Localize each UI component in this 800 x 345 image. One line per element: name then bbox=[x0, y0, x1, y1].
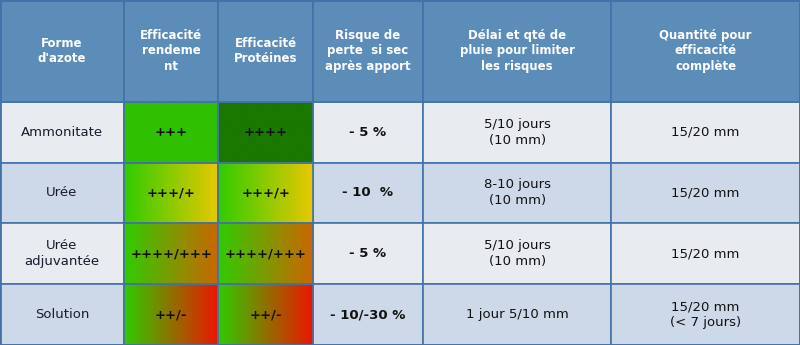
Bar bbox=[423, 162, 611, 224]
Bar bbox=[423, 102, 611, 162]
Text: Urée
adjuvantée: Urée adjuvantée bbox=[25, 239, 99, 268]
Bar bbox=[313, 102, 423, 162]
Text: 8-10 jours
(10 mm): 8-10 jours (10 mm) bbox=[484, 178, 550, 207]
Bar bbox=[611, 224, 800, 284]
Bar bbox=[124, 102, 218, 162]
Bar bbox=[0, 0, 124, 102]
Bar bbox=[218, 224, 313, 284]
Text: - 5 %: - 5 % bbox=[350, 126, 386, 139]
Text: 5/10 jours
(10 mm): 5/10 jours (10 mm) bbox=[484, 239, 550, 268]
Bar bbox=[218, 284, 313, 345]
Text: 1 jour 5/10 mm: 1 jour 5/10 mm bbox=[466, 308, 569, 321]
Text: ++/-: ++/- bbox=[155, 308, 187, 321]
Text: 15/20 mm: 15/20 mm bbox=[671, 187, 740, 199]
Bar bbox=[124, 224, 218, 284]
Bar bbox=[423, 224, 611, 284]
Bar bbox=[218, 102, 313, 162]
Text: 15/20 mm
(< 7 jours): 15/20 mm (< 7 jours) bbox=[670, 300, 741, 329]
Text: +++: +++ bbox=[154, 126, 188, 139]
Bar bbox=[124, 162, 218, 224]
Text: Risque de
perte  si sec
après apport: Risque de perte si sec après apport bbox=[325, 29, 411, 73]
Bar bbox=[0, 102, 124, 162]
Bar bbox=[0, 162, 124, 224]
Text: ++++/+++: ++++/+++ bbox=[130, 247, 212, 260]
Bar bbox=[313, 162, 423, 224]
Bar bbox=[611, 0, 800, 102]
Bar bbox=[218, 162, 313, 224]
Bar bbox=[313, 284, 423, 345]
Text: ++/-: ++/- bbox=[250, 308, 282, 321]
Bar bbox=[124, 284, 218, 345]
Bar bbox=[218, 284, 313, 345]
Bar bbox=[611, 284, 800, 345]
Text: ++++/+++: ++++/+++ bbox=[225, 247, 306, 260]
Bar bbox=[218, 224, 313, 284]
Text: - 10/-30 %: - 10/-30 % bbox=[330, 308, 406, 321]
Bar bbox=[218, 0, 313, 102]
Text: 15/20 mm: 15/20 mm bbox=[671, 247, 740, 260]
Bar bbox=[313, 0, 423, 102]
Bar bbox=[0, 284, 124, 345]
Bar bbox=[0, 224, 124, 284]
Text: Solution: Solution bbox=[35, 308, 89, 321]
Text: Efficacité
Protéines: Efficacité Protéines bbox=[234, 37, 298, 65]
Text: +++/+: +++/+ bbox=[146, 187, 196, 199]
Text: 5/10 jours
(10 mm): 5/10 jours (10 mm) bbox=[484, 118, 550, 147]
Text: ++++: ++++ bbox=[244, 126, 288, 139]
Text: Délai et qté de
pluie pour limiter
les risques: Délai et qté de pluie pour limiter les r… bbox=[460, 29, 574, 73]
Bar bbox=[124, 224, 218, 284]
Text: Urée: Urée bbox=[46, 187, 78, 199]
Bar bbox=[423, 284, 611, 345]
Bar bbox=[218, 102, 313, 162]
Text: +++/+: +++/+ bbox=[241, 187, 290, 199]
Bar bbox=[124, 162, 218, 224]
Bar bbox=[313, 224, 423, 284]
Text: 15/20 mm: 15/20 mm bbox=[671, 126, 740, 139]
Bar bbox=[218, 162, 313, 224]
Bar bbox=[124, 102, 218, 162]
Text: Forme
d'azote: Forme d'azote bbox=[38, 37, 86, 65]
Bar bbox=[124, 284, 218, 345]
Text: - 5 %: - 5 % bbox=[350, 247, 386, 260]
Text: Ammonitate: Ammonitate bbox=[21, 126, 103, 139]
Bar bbox=[124, 0, 218, 102]
Text: Quantité pour
efficacité
complète: Quantité pour efficacité complète bbox=[659, 29, 752, 73]
Bar bbox=[423, 0, 611, 102]
Text: - 10  %: - 10 % bbox=[342, 187, 394, 199]
Bar bbox=[611, 102, 800, 162]
Text: Efficacité
rendeme
nt: Efficacité rendeme nt bbox=[140, 29, 202, 73]
Bar bbox=[611, 162, 800, 224]
